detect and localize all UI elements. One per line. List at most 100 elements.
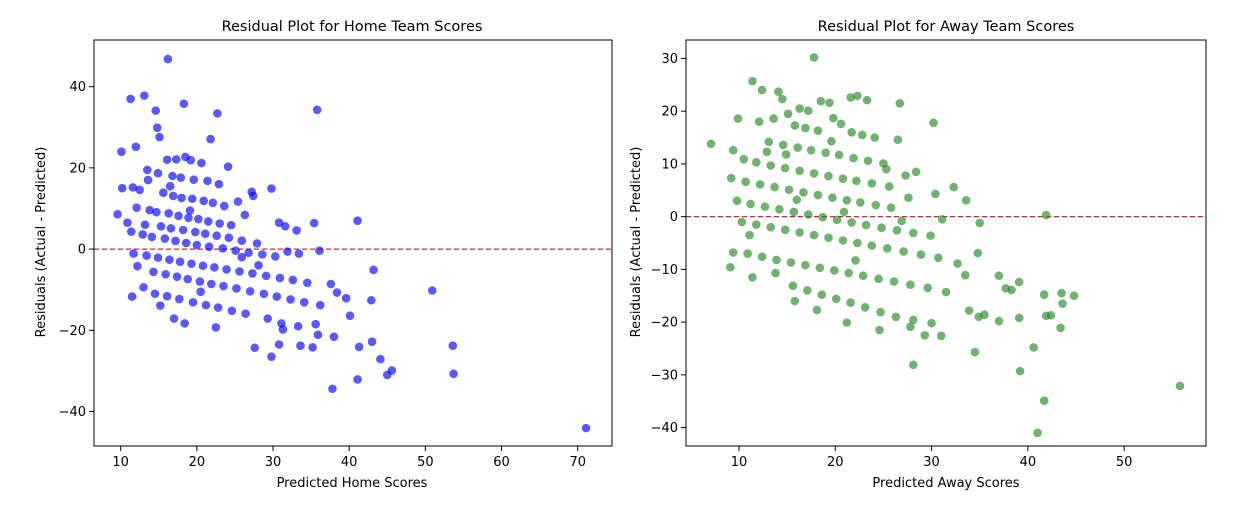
home-residual-point	[165, 255, 174, 264]
home-residual-point	[204, 242, 214, 251]
away-y-axis-label: Residuals (Actual - Predicted)	[629, 147, 644, 338]
away-residual-point	[853, 238, 862, 248]
home-residual-point	[292, 226, 301, 235]
home-x-tick-label: 20	[189, 455, 206, 470]
home-x-tick-label: 40	[341, 455, 358, 470]
home-residual-point	[162, 291, 172, 301]
home-residual-point	[213, 303, 223, 312]
home-residual-point	[183, 274, 192, 284]
away-residual-point	[793, 143, 803, 152]
away-residual-point	[803, 286, 812, 295]
home-residual-point	[283, 247, 292, 256]
home-x-tick-label: 60	[493, 455, 510, 470]
home-residual-point	[219, 201, 229, 211]
away-plot-area	[685, 39, 1207, 447]
away-residual-point	[788, 281, 798, 291]
away-y-tick-label: 20	[661, 105, 678, 120]
away-residual-point	[751, 158, 761, 167]
away-residual-point	[867, 241, 877, 250]
away-y-tick-label: 10	[661, 157, 678, 172]
away-residual-point	[876, 307, 885, 317]
home-residual-point	[180, 319, 189, 328]
away-residual-point	[908, 360, 918, 370]
away-residual-point	[813, 190, 823, 200]
home-residual-point	[152, 207, 161, 217]
away-residual-point	[748, 76, 757, 86]
away-residual-point	[778, 140, 788, 150]
away-residual-point	[1046, 310, 1056, 320]
home-residual-point	[166, 224, 176, 233]
away-x-tick-label: 40	[1020, 455, 1037, 470]
home-plot-title: Residual Plot for Home Team Scores	[222, 19, 483, 35]
away-residual-point	[960, 270, 970, 280]
away-residual-point	[1014, 277, 1024, 287]
away-residual-point	[860, 303, 870, 312]
home-residual-point	[272, 292, 282, 301]
away-axis-ticks: 10 20 30 40 50 −40 −30 −20 −10 0 10 20 30	[651, 52, 1133, 470]
home-residual-point	[187, 259, 196, 269]
away-residual-point	[941, 287, 951, 297]
home-residual-point	[200, 229, 210, 238]
away-residual-point	[927, 318, 936, 328]
away-residual-point	[916, 250, 926, 259]
home-residual-point	[315, 246, 324, 256]
home-residual-point	[156, 222, 166, 231]
home-residual-point	[369, 265, 378, 275]
home-residual-point	[296, 341, 305, 351]
away-residual-point	[809, 169, 819, 178]
home-residual-point	[232, 284, 241, 293]
away-residual-point	[816, 96, 826, 106]
away-residual-point	[973, 248, 983, 258]
away-residual-point	[953, 259, 962, 268]
away-residual-point	[874, 274, 883, 284]
home-residual-point	[263, 314, 272, 323]
home-residual-point	[311, 319, 320, 329]
away-residual-point	[803, 210, 813, 219]
away-residual-point	[839, 207, 849, 217]
home-residual-point	[252, 239, 262, 248]
away-residual-point	[892, 226, 902, 235]
home-residual-point	[227, 306, 237, 316]
home-residual-point	[162, 155, 172, 165]
home-residual-point	[274, 340, 284, 349]
home-residual-point	[138, 230, 148, 239]
away-residual-point	[846, 93, 855, 102]
away-residual-point	[1033, 428, 1042, 438]
away-residual-point	[857, 130, 867, 140]
away-residual-point	[760, 202, 770, 211]
away-residual-point	[825, 98, 834, 108]
home-residual-point	[143, 175, 153, 185]
home-residual-point	[275, 273, 285, 283]
home-plot-area	[93, 39, 613, 447]
home-residual-point	[161, 269, 170, 279]
away-residual-point	[792, 195, 802, 205]
away-residual-point	[790, 296, 800, 306]
away-residual-point	[897, 216, 907, 226]
away-residual-point	[863, 156, 873, 166]
away-y-tick-label: 0	[670, 210, 678, 225]
home-residual-point	[299, 297, 309, 307]
away-residual-point	[784, 185, 794, 195]
away-residual-point	[893, 135, 903, 144]
home-residual-point	[328, 384, 337, 394]
away-residual-point	[817, 290, 827, 299]
home-residual-point	[332, 288, 342, 297]
away-residual-point	[725, 262, 735, 272]
away-residual-point	[838, 174, 848, 183]
away-residual-point	[881, 164, 891, 174]
home-residual-point	[152, 123, 162, 132]
away-residual-point	[774, 87, 783, 96]
away-residual-point	[795, 228, 804, 237]
home-residual-point	[151, 106, 161, 115]
home-residual-point	[131, 142, 141, 152]
away-residual-point	[855, 198, 865, 207]
home-residual-point	[223, 162, 233, 171]
away-residual-point	[821, 148, 830, 158]
away-residual-point	[1015, 366, 1025, 376]
away-residual-point	[908, 315, 918, 325]
home-residual-point	[139, 91, 149, 100]
away-x-axis-label: Predicted Away Scores	[872, 476, 1019, 491]
away-residual-point	[771, 268, 780, 278]
home-residual-point	[271, 252, 280, 261]
home-residual-point	[293, 321, 303, 331]
